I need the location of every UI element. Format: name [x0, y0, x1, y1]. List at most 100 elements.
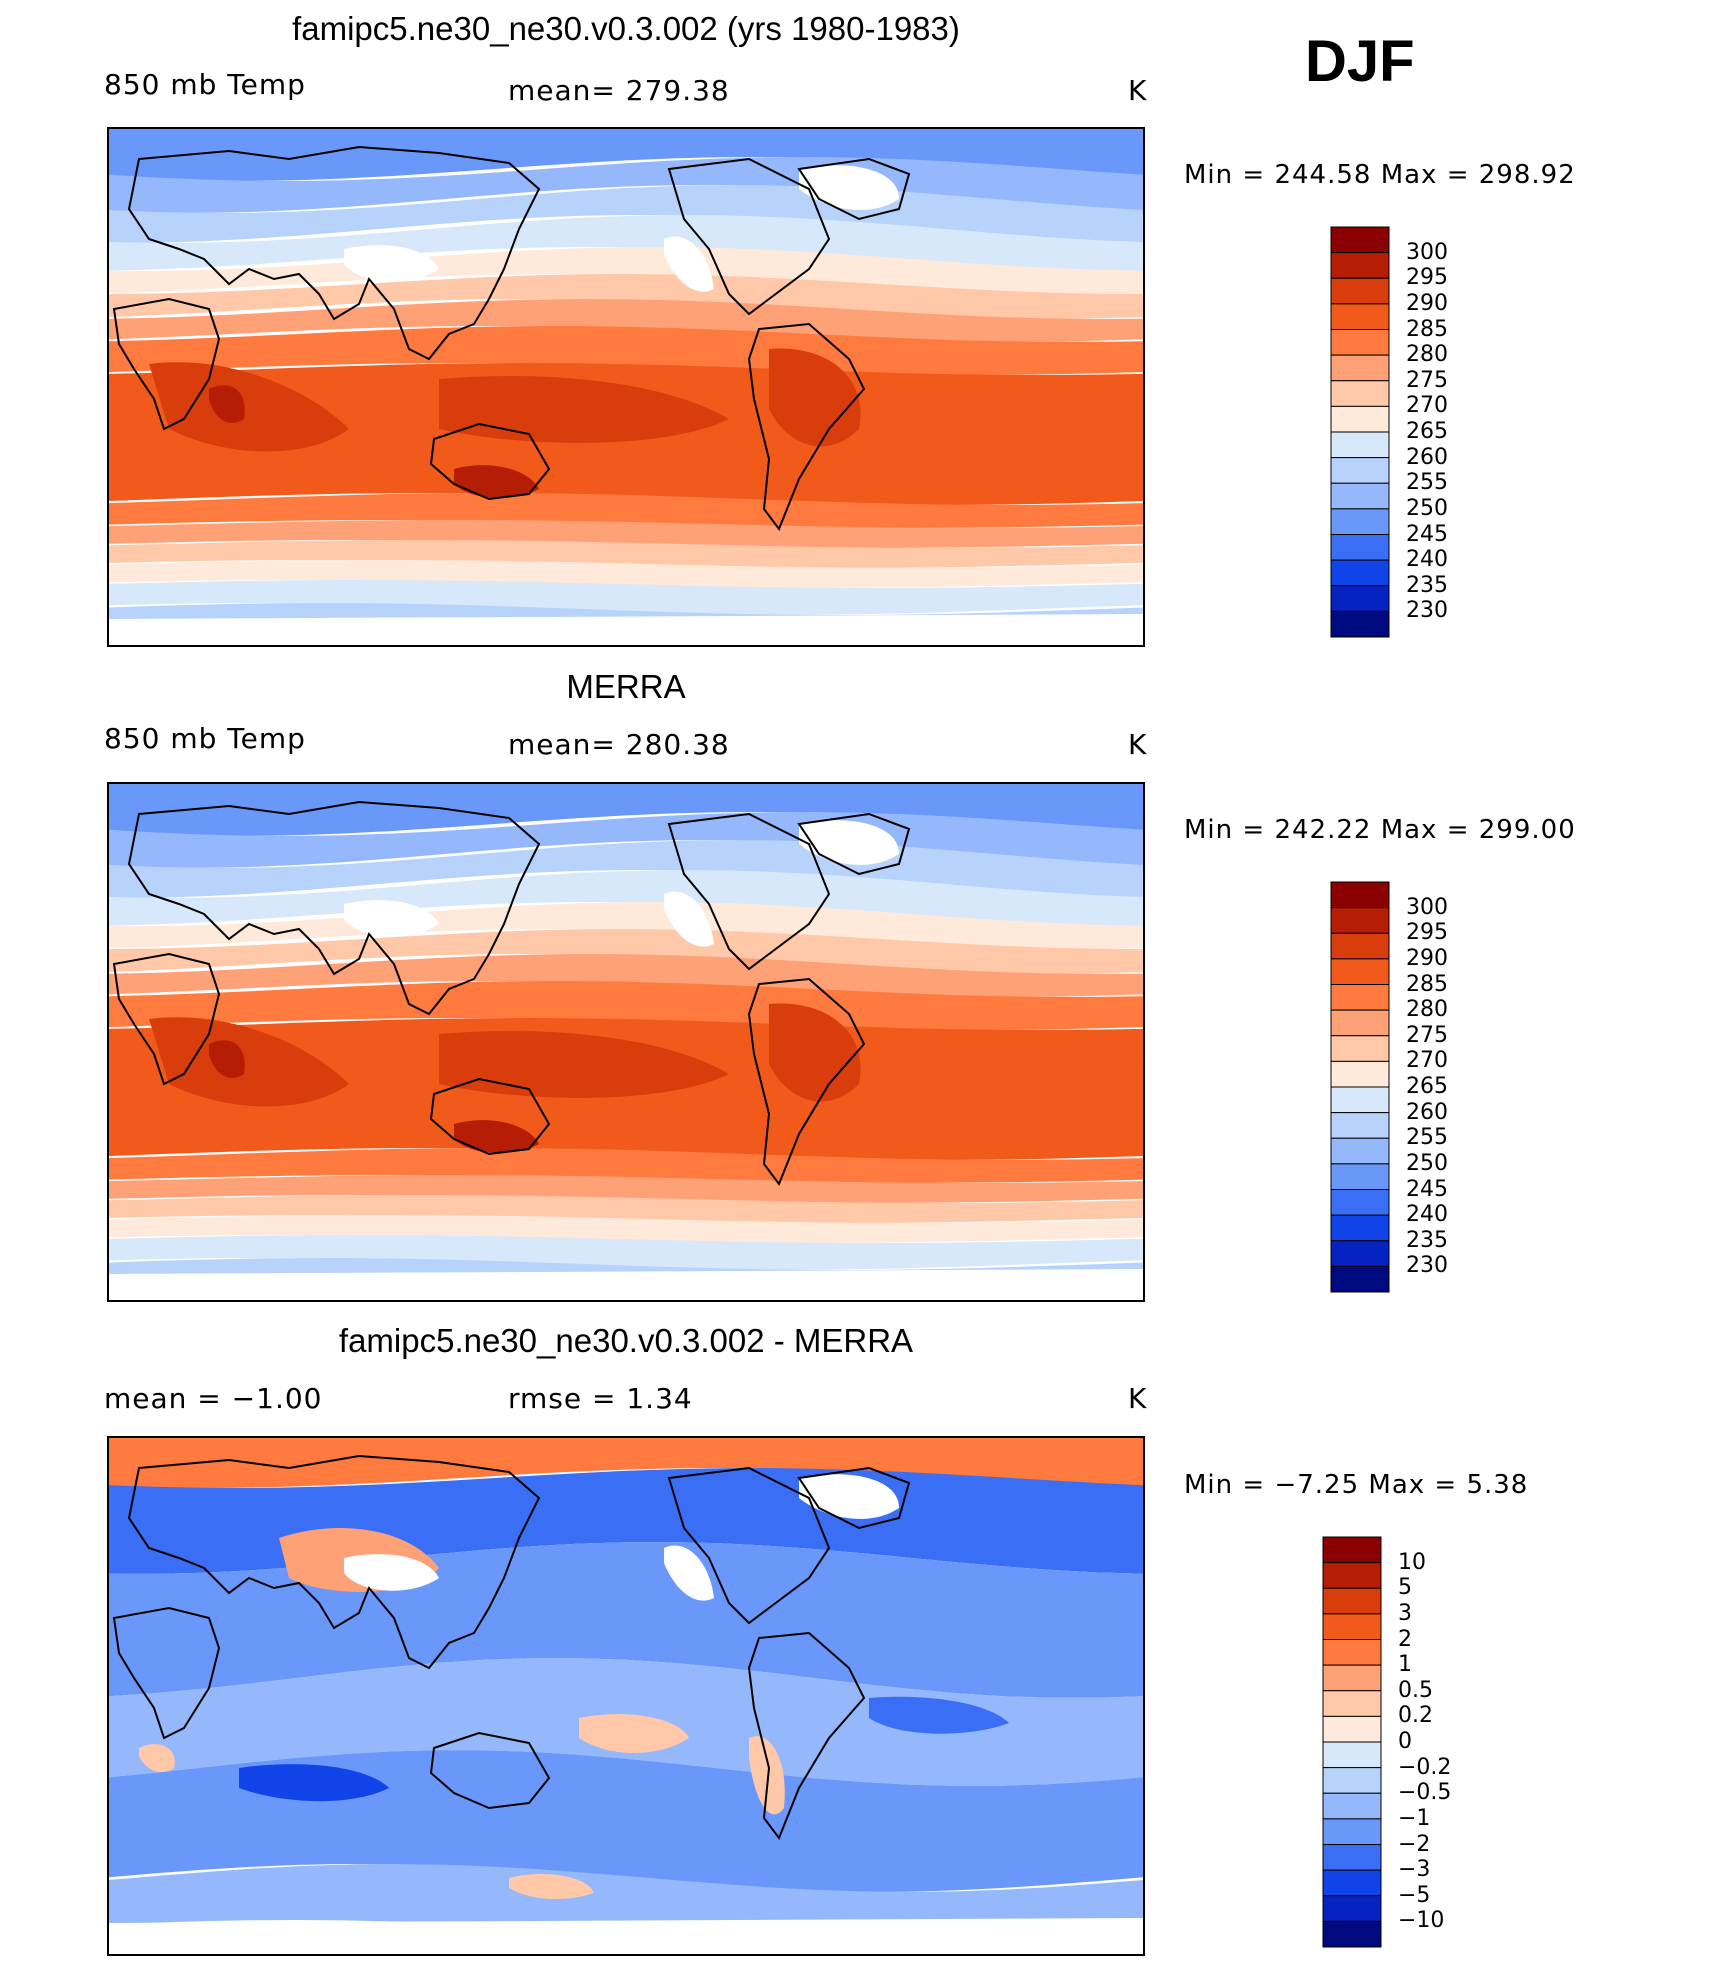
- colorbar-1-tick-label: 255: [1406, 470, 1448, 496]
- contour-band: [109, 580, 1143, 615]
- colorbar-1-swatch: [1330, 405, 1390, 433]
- colorbar-2-swatch: [1330, 1240, 1390, 1267]
- colorbar-3-swatch: [1322, 1715, 1382, 1743]
- season-label: DJF: [1305, 29, 1415, 94]
- contour-band: [109, 520, 1143, 548]
- contour-blob: [769, 348, 861, 447]
- colorbar-3-tick-label: 10: [1398, 1549, 1426, 1575]
- colorbar-1-swatches: [1330, 226, 1390, 638]
- colorbar-1-tick-label: 295: [1406, 265, 1448, 291]
- colorbar-3-swatch: [1322, 1920, 1382, 1948]
- panel-1-minmax: Min = 244.58 Max = 298.92: [1184, 160, 1576, 190]
- contour-blob: [209, 1040, 245, 1078]
- colorbar-2-swatch: [1330, 984, 1390, 1011]
- contour-blob: [209, 385, 245, 423]
- coastline: [127, 800, 541, 1016]
- colorbar-2-tick-label: 245: [1406, 1176, 1448, 1202]
- contour-blob: [454, 1120, 539, 1154]
- panel-2-title: MERRA: [566, 668, 686, 705]
- colorbar-2-swatch: [1330, 1060, 1390, 1088]
- colorbar-1-tick-label: 235: [1406, 572, 1448, 598]
- colorbar-2-swatch: [1330, 1009, 1390, 1037]
- contour-blob: [149, 1017, 349, 1107]
- contour-band: [109, 1148, 1143, 1183]
- colorbar-3-tick-label: 5: [1398, 1575, 1412, 1601]
- colorbar-3-tick-label: −3: [1398, 1857, 1431, 1883]
- colorbar-2-tick-label: 290: [1406, 945, 1448, 971]
- coastline: [112, 297, 221, 431]
- colorbar-3-swatch: [1322, 1741, 1382, 1769]
- colorbar-2-tick-label: 230: [1406, 1253, 1448, 1279]
- colorbar-2-tick-label: 270: [1406, 1048, 1448, 1074]
- colorbar-2-swatch: [1330, 1189, 1390, 1216]
- colorbar-1-tick-label: 270: [1406, 393, 1448, 419]
- panel-3-map: [107, 1436, 1145, 1956]
- colorbar-2-swatch: [1330, 1035, 1390, 1062]
- panel-3-colorbar: 10 5 3 2 1 0.5 0.2 0 −0.2 −0.5 −1 −2 −3 −5 −10: [1322, 1536, 1451, 1948]
- colorbar-1-swatch: [1330, 482, 1390, 510]
- coastline: [747, 322, 866, 532]
- colorbar-3-swatch: [1322, 1844, 1382, 1871]
- contour-band: [109, 493, 1143, 528]
- colorbar-2-tick-label: 300: [1406, 894, 1448, 920]
- coastline: [797, 157, 911, 221]
- contour-blob: [509, 1873, 594, 1900]
- contour-band: [109, 1195, 1143, 1223]
- contour-blob: [799, 165, 899, 210]
- contour-band: [109, 1438, 1143, 1488]
- colorbar-3-swatch: [1322, 1767, 1382, 1794]
- colorbar-2-tick-label: 255: [1406, 1125, 1448, 1151]
- contour-band: [109, 954, 1143, 997]
- colorbar-3-tick-label: 0.2: [1398, 1703, 1433, 1729]
- panel-1-variable-label: 850 mb Temp: [104, 68, 306, 101]
- colorbar-2-swatch: [1330, 932, 1390, 960]
- contour-blob: [149, 362, 349, 452]
- colorbar-3-swatch: [1322, 1690, 1382, 1717]
- colorbar-1-swatch: [1330, 252, 1390, 279]
- colorbar-3-tick-label: −0.5: [1398, 1780, 1452, 1806]
- colorbar-2-tick-label: 240: [1406, 1202, 1448, 1228]
- colorbar-1-tick-label: 250: [1406, 495, 1448, 521]
- colorbar-1-tick-label: 280: [1406, 342, 1448, 368]
- colorbar-3-swatch: [1322, 1664, 1382, 1692]
- panel-1-colorbar: 300 295 290 285 280 275 270 265 260 255 250 245 240 2…: [1330, 226, 1448, 638]
- colorbar-1-swatch: [1330, 559, 1390, 587]
- contour-band: [109, 326, 1143, 375]
- colorbar-2-swatch: [1330, 1265, 1390, 1293]
- colorbar-2-tick-label: 285: [1406, 971, 1448, 997]
- panel-3-rmse-label: rmse = 1.34: [508, 1382, 693, 1415]
- contour-blob: [454, 465, 539, 499]
- contour-band: [109, 902, 1143, 949]
- colorbar-3-tick-label: −2: [1398, 1831, 1431, 1857]
- coastline: [429, 1731, 551, 1810]
- panel-1-map-svg: [109, 129, 1143, 645]
- contour-band: [109, 157, 1143, 213]
- contour-blob: [749, 1736, 785, 1815]
- panel-2-map-svg: [109, 784, 1143, 1300]
- contour-band: [109, 1864, 1143, 1936]
- contour-blob: [799, 1474, 899, 1519]
- contour-blob: [769, 1003, 861, 1102]
- panel-1-units: K: [1128, 74, 1148, 107]
- coastline: [127, 145, 541, 361]
- panel-2-variable-label: 850 mb Temp: [104, 722, 306, 755]
- contour-band: [109, 1215, 1143, 1243]
- colorbar-3-swatch: [1322, 1587, 1382, 1615]
- colorbar-2-tick-label: 265: [1406, 1074, 1448, 1099]
- panel-3-map-svg: [109, 1438, 1143, 1954]
- contour-band: [109, 299, 1143, 342]
- panel-3-title: famipc5.ne30_ne30.v0.3.002 - MERRA: [338, 1322, 914, 1359]
- colorbar-3-tick-label: −10: [1398, 1908, 1445, 1934]
- colorbar-1-swatch: [1330, 610, 1390, 638]
- coastline: [747, 1631, 866, 1841]
- colorbar-2-tick-label: 295: [1406, 920, 1448, 946]
- colorbar-2-tick-label: 250: [1406, 1150, 1448, 1176]
- colorbar-3-tick-label: −0.2: [1398, 1754, 1452, 1780]
- panel-3-units: K: [1128, 1382, 1148, 1415]
- panel-3-minmax: Min = −7.25 Max = 5.38: [1184, 1470, 1529, 1500]
- contour-blob: [664, 236, 714, 292]
- colorbar-2-swatch: [1330, 907, 1390, 934]
- contour-band: [109, 247, 1143, 294]
- panel-2-minmax: Min = 242.22 Max = 299.00: [1184, 815, 1576, 845]
- coastline: [112, 952, 221, 1086]
